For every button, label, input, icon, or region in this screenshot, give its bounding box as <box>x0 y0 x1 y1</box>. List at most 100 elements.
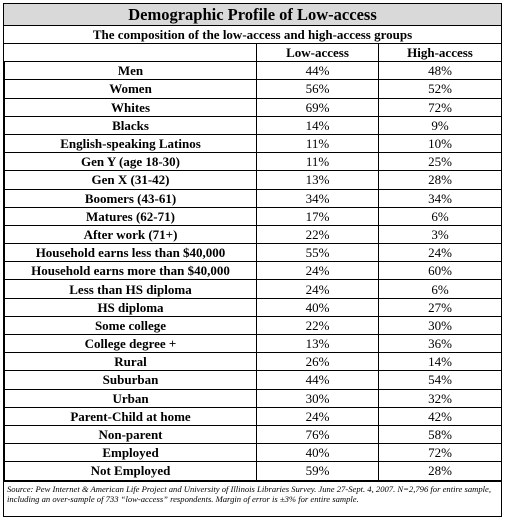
low-access-value: 34% <box>256 188 379 208</box>
row-label: Non-parent <box>4 424 257 445</box>
low-access-value: 17% <box>256 206 379 226</box>
low-access-value: 76% <box>256 424 379 445</box>
low-access-value: 55% <box>256 243 379 263</box>
row-label: Less than HS diploma <box>4 279 257 299</box>
source-line-1: Source: Pew Internet & American Life Pro… <box>7 483 396 494</box>
low-access-value: 44% <box>256 370 379 390</box>
table-body: Men 44% 48% Women 56% 52% Whites 69% 72% Blacks 14… <box>4 61 502 481</box>
table-row: Less than HS diploma 24% 6% <box>4 279 502 299</box>
row-label: English-speaking Latinos <box>4 133 257 154</box>
high-access-value: 28% <box>378 461 502 481</box>
row-label: Household earns more than $40,000 <box>4 261 257 281</box>
high-access-value: 6% <box>378 279 502 299</box>
high-access-value: 72% <box>378 97 502 117</box>
high-access-value: 24% <box>378 243 502 263</box>
high-access-value: 32% <box>378 388 502 408</box>
high-access-value: 52% <box>378 79 502 99</box>
high-access-value: 36% <box>378 333 502 354</box>
source-line-2: N=2,796 for entire sample, including an … <box>7 483 491 505</box>
table-row: Suburban 44% 54% <box>4 370 502 390</box>
row-label: Parent-Child at home <box>4 406 257 426</box>
table-row: Some college 22% 30% <box>4 315 502 336</box>
demographic-table: Low-access High-access Men 44% 48% Women 56%… <box>4 44 502 481</box>
low-access-value: 11% <box>256 133 379 154</box>
table-row: Parent-Child at home 24% 42% <box>4 406 502 426</box>
table-title: Demographic Profile of Low-access <box>4 4 501 26</box>
row-label: Gen Y (age 18-30) <box>4 152 257 172</box>
low-access-value: 44% <box>256 61 379 81</box>
low-access-value: 13% <box>256 170 379 190</box>
table-row: Gen Y (age 18-30) 11% 25% <box>4 152 502 172</box>
table-row: Men 44% 48% <box>4 61 502 81</box>
high-access-value: 48% <box>378 61 502 81</box>
low-access-value: 14% <box>256 115 379 135</box>
table-row: Whites 69% 72% <box>4 97 502 117</box>
high-access-value: 27% <box>378 297 502 317</box>
row-label: Employed <box>4 443 257 463</box>
table-row: Not Employed 59% 28% <box>4 461 502 481</box>
row-label: Boomers (43-61) <box>4 188 257 208</box>
low-access-value: 11% <box>256 152 379 172</box>
row-label: Men <box>4 61 257 81</box>
table-row: College degree +13% 36% <box>4 333 502 354</box>
table-row: Blacks 14% 9% <box>4 115 502 135</box>
table-row: Gen X (31-42) 13% 28% <box>4 170 502 190</box>
table-subtitle: The composition of the low-access and hi… <box>4 26 501 44</box>
table-row: Women 56% 52% <box>4 79 502 99</box>
demographic-table-frame: Demographic Profile of Low-access The co… <box>3 3 502 517</box>
high-access-value: 34% <box>378 188 502 208</box>
low-access-value: 59% <box>256 461 379 481</box>
header-high-access: High-access <box>378 44 502 63</box>
row-label: Rural <box>4 352 257 372</box>
row-label: Household earns less than $40,000 <box>4 243 257 263</box>
table-row: Non-parent 76% 58% <box>4 424 502 445</box>
table-row: Matures (62-71) 17% 6% <box>4 206 502 226</box>
row-label: Women <box>4 79 257 99</box>
row-label: Gen X (31-42) <box>4 170 257 190</box>
row-label: Some college <box>4 315 257 336</box>
row-label: Urban <box>4 388 257 408</box>
table-row: HS diploma 40% 27% <box>4 297 502 317</box>
table-row: Boomers (43-61) 34% 34% <box>4 188 502 208</box>
high-access-value: 3% <box>378 224 502 245</box>
row-label: Blacks <box>4 115 257 135</box>
high-access-value: 30% <box>378 315 502 336</box>
low-access-value: 13% <box>256 333 379 354</box>
high-access-value: 72% <box>378 443 502 463</box>
table-row: Employed 40% 72% <box>4 443 502 463</box>
high-access-value: 54% <box>378 370 502 390</box>
row-label: HS diploma <box>4 297 257 317</box>
high-access-value: 28% <box>378 170 502 190</box>
row-label: Suburban <box>4 370 257 390</box>
low-access-value: 30% <box>256 388 379 408</box>
high-access-value: 42% <box>378 406 502 426</box>
row-label: Not Employed <box>4 461 257 481</box>
source-note: Source: Pew Internet & American Life Pro… <box>4 480 501 505</box>
low-access-value: 22% <box>256 224 379 245</box>
row-label: Whites <box>4 97 257 117</box>
table-row: English-speaking Latinos 11% 10% <box>4 133 502 154</box>
high-access-value: 14% <box>378 352 502 372</box>
low-access-value: 22% <box>256 315 379 336</box>
high-access-value: 9% <box>378 115 502 135</box>
low-access-value: 69% <box>256 97 379 117</box>
high-access-value: 60% <box>378 261 502 281</box>
low-access-value: 56% <box>256 79 379 99</box>
high-access-value: 10% <box>378 133 502 154</box>
table-row: Rural 26% 14% <box>4 352 502 372</box>
low-access-value: 40% <box>256 297 379 317</box>
table-header-row: Low-access High-access <box>4 44 502 63</box>
low-access-value: 24% <box>256 406 379 426</box>
row-label: College degree + <box>4 333 257 354</box>
table-row: Household earns less than $40,000 55% 24% <box>4 243 502 263</box>
low-access-value: 24% <box>256 261 379 281</box>
high-access-value: 58% <box>378 424 502 445</box>
row-label: Matures (62-71) <box>4 206 257 226</box>
high-access-value: 6% <box>378 206 502 226</box>
row-label: After work (71+) <box>4 224 257 245</box>
table-row: After work (71+) 22% 3% <box>4 224 502 245</box>
low-access-value: 24% <box>256 279 379 299</box>
header-blank <box>4 44 257 63</box>
high-access-value: 25% <box>378 152 502 172</box>
low-access-value: 40% <box>256 443 379 463</box>
